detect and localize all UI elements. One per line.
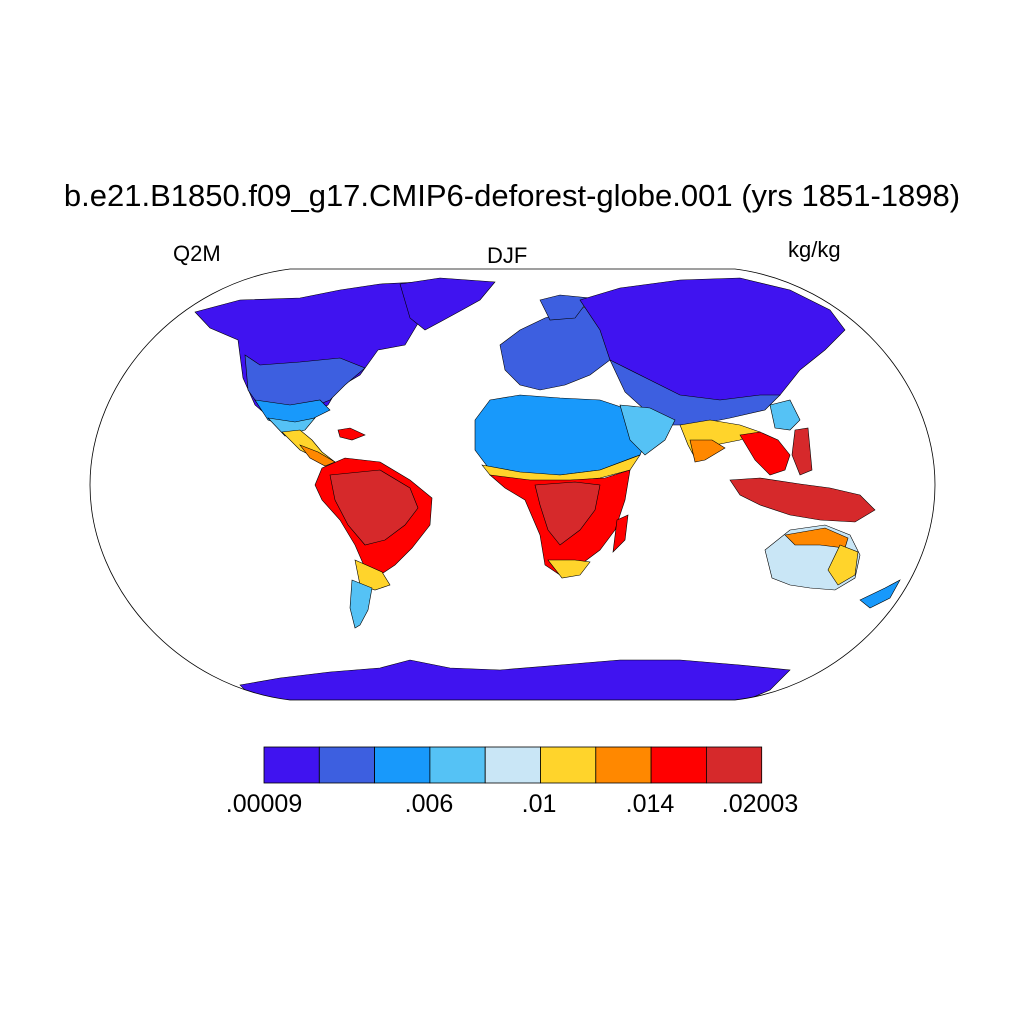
colorbar-swatch: [318, 746, 375, 784]
globe-outline: [89, 268, 936, 701]
colorbar-swatch: [595, 746, 652, 784]
north-america-band-4: [267, 417, 316, 437]
south-asia-warm: [689, 439, 726, 463]
colorbar-swatch: [429, 746, 486, 784]
greenland: [399, 277, 496, 331]
colorbar-swatch: [650, 746, 707, 784]
southeast-asia: [739, 431, 791, 476]
colorbar-tick-label: .00009: [225, 790, 303, 818]
south-america-south: [354, 559, 391, 591]
colorbar-tick-label: .014: [625, 790, 675, 818]
variable-label: Q2M: [173, 241, 221, 266]
colorbar-tick-label: .02003: [721, 790, 799, 818]
central-africa-hot: [534, 481, 601, 546]
colorbar-tick-label: .006: [404, 790, 454, 818]
middle-east: [619, 404, 676, 456]
east-asia-coast: [769, 399, 801, 431]
philippines: [791, 427, 813, 476]
colorbar-swatch: [484, 746, 541, 784]
new-zealand: [859, 579, 901, 609]
colorbar-swatch: [374, 746, 431, 784]
caribbean-islands: [337, 427, 366, 441]
map-title: b.e21.B1850.f09_g17.CMIP6-deforest-globe…: [63, 178, 961, 213]
colorbar-swatch: [540, 746, 597, 784]
southern-africa: [547, 559, 591, 579]
season-label: DJF: [487, 243, 528, 268]
central-america-warm: [299, 444, 336, 467]
colorbar: [263, 746, 763, 784]
maritime-continent: [729, 477, 876, 523]
scandinavia: [539, 294, 591, 321]
colorbar-swatch: [706, 746, 763, 784]
units-label: kg/kg: [788, 237, 841, 262]
australia-east: [827, 544, 859, 586]
colorbar-swatch: [263, 746, 320, 784]
patagonia: [349, 579, 373, 629]
colorbar-tick-label: .01: [521, 790, 557, 818]
amazon-basin: [329, 469, 419, 546]
antarctica: [239, 659, 791, 700]
madagascar: [612, 514, 629, 553]
